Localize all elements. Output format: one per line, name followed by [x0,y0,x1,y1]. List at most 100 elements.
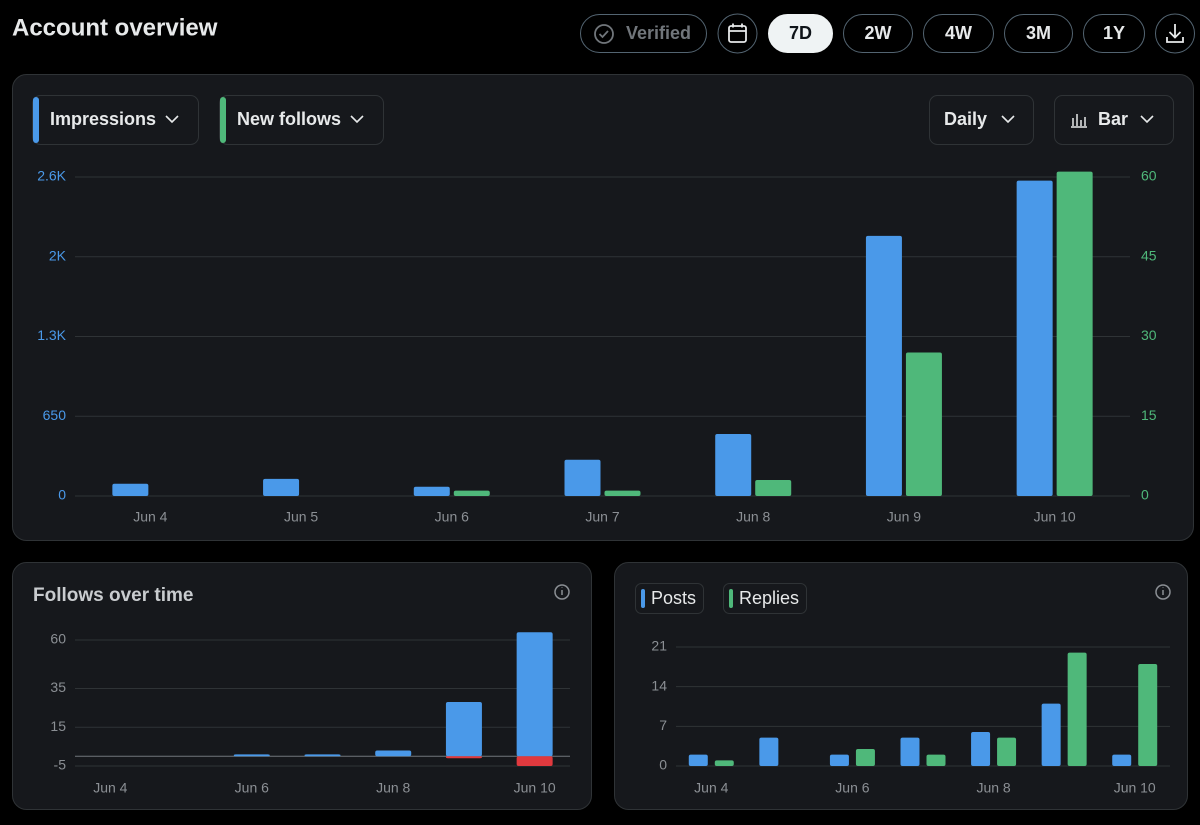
y-tick-label: 35 [50,679,66,695]
chart-style-label: Bar [1098,109,1128,129]
metric-dropdown[interactable] [219,95,384,145]
chevron [350,115,364,124]
info-icon[interactable] [1155,584,1171,600]
bar [516,632,553,757]
chevron [1140,115,1154,124]
bar [926,754,946,766]
y-tick-label: 2K [49,247,67,263]
verified-check [598,30,609,39]
bar [1041,703,1061,766]
range-button[interactable] [1083,14,1145,53]
bar [263,478,300,496]
range-button[interactable] [1004,14,1073,53]
y-tick-label: 7 [659,717,667,733]
calendar-icon [728,25,747,43]
chevron [165,115,179,124]
legend-label: Posts [651,588,696,608]
y-tick-label: 1.3K [37,327,66,343]
range-label: 7D [789,23,812,43]
y2-tick-label: 15 [1141,407,1157,423]
bar [516,756,553,766]
bar [755,480,792,496]
range-label: 4W [945,23,972,43]
bar [1112,754,1132,766]
calendar-button[interactable] [717,13,758,54]
range-button[interactable] [768,14,833,53]
metric-dropdown[interactable] [32,95,199,145]
bar [375,750,412,757]
x-tick-label: Jun 6 [835,780,869,796]
bar [714,760,734,766]
info-icon[interactable] [554,584,570,600]
y-tick-label: 21 [651,638,667,654]
y-tick-label: -5 [54,757,67,773]
x-tick-label: Jun 4 [93,780,127,796]
bar [997,737,1017,766]
bar [453,490,490,496]
bar [759,737,779,766]
y-tick-label: 60 [50,631,66,647]
y2-tick-label: 60 [1141,168,1157,184]
interval-dropdown[interactable] [929,95,1034,145]
range-button[interactable] [843,14,913,53]
x-tick-label: Jun 8 [376,780,410,796]
x-tick-label: Jun 10 [1114,780,1156,796]
x-tick-label: Jun 9 [887,509,921,525]
bar [112,483,149,496]
bar-icon [1071,114,1087,128]
bar [865,235,902,496]
range-label: 1Y [1103,23,1125,43]
bar [413,486,450,496]
y-tick-label: 650 [43,407,67,423]
y-tick-label: 0 [659,757,667,773]
bar [445,702,482,757]
x-tick-label: Jun 4 [694,780,728,796]
bar [564,459,601,496]
x-tick-label: Jun 5 [284,509,318,525]
x-tick-label: Jun 8 [976,780,1010,796]
chevron [1001,115,1015,124]
bar [304,754,341,757]
bar [715,434,752,496]
bar [1056,171,1093,496]
legend-label: Replies [739,588,799,608]
bar [971,732,991,766]
legend-label: Impressions [50,109,156,129]
legend-swatch [33,97,39,143]
page-title: Account overview [12,14,218,41]
range-label: 3M [1026,23,1051,43]
bar [1067,652,1087,766]
x-tick-label: Jun 10 [1034,509,1076,525]
x-tick-label: Jun 6 [235,780,269,796]
panel-title: Follows over time [33,585,193,606]
verified-button[interactable] [580,14,707,53]
bar [829,754,849,766]
y2-tick-label: 45 [1141,247,1157,263]
y2-tick-label: 0 [1141,487,1149,503]
bar [900,737,920,766]
calendar-icon-lines [729,23,746,32]
x-tick-label: Jun 4 [133,509,167,525]
chart-style-dropdown[interactable] [1054,95,1174,145]
y-tick-label: 15 [50,718,66,734]
bar [855,749,875,766]
legend-chip[interactable] [635,583,704,614]
verified-icon [594,24,614,44]
bar [688,754,708,766]
y2-tick-label: 30 [1141,327,1157,343]
bar [445,756,482,759]
y-tick-label: 0 [58,487,66,503]
y-tick-label: 2.6K [37,168,66,184]
x-tick-label: Jun 8 [736,509,770,525]
x-tick-label: Jun 10 [514,780,556,796]
bar [1016,180,1053,496]
x-tick-label: Jun 6 [435,509,469,525]
range-button[interactable] [923,14,994,53]
download-button[interactable] [1155,13,1195,54]
posts-panel [614,562,1188,810]
legend-chip[interactable] [723,583,807,614]
range-label: 2W [865,23,892,43]
bar [233,754,270,757]
x-tick-label: Jun 7 [585,509,619,525]
